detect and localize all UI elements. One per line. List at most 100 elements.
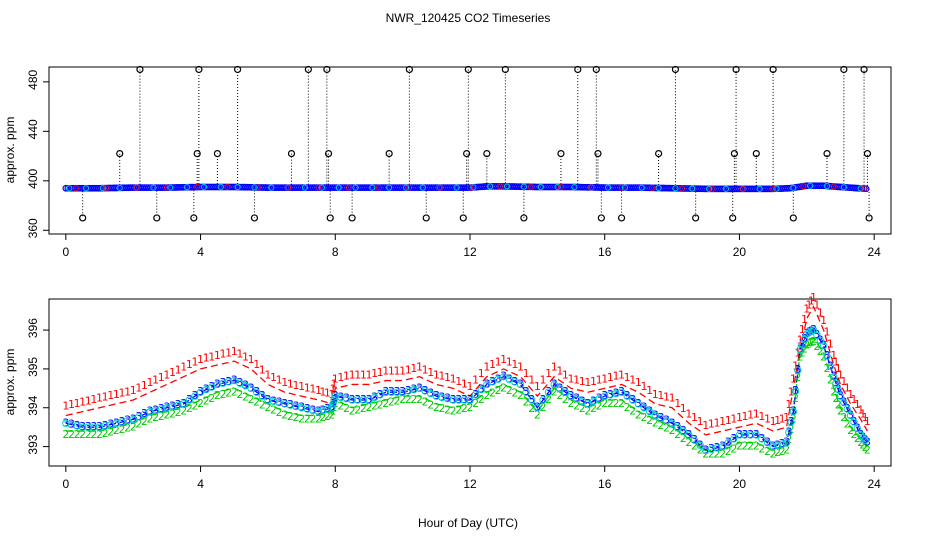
- series-3-point: 3: [562, 385, 569, 398]
- series-2-point: 2: [742, 440, 749, 453]
- series-o-point: [809, 326, 818, 334]
- top-plot-axes: 0 4 8 12 16 20 24 360 400 440 480: [26, 70, 881, 259]
- bottom-y-tick-label: 395: [26, 357, 40, 377]
- series-1-point: 1: [186, 358, 193, 371]
- top-y-tick-label: 440: [26, 119, 40, 139]
- baseline-point-alt: [554, 183, 561, 191]
- series-3-point: 3: [107, 418, 114, 431]
- series-2-point: 2: [770, 447, 777, 460]
- series-1-point: 1: [337, 371, 344, 384]
- series-1-point: 1: [253, 358, 260, 371]
- series-3-point: 3: [857, 428, 864, 441]
- series-o-point: [634, 400, 643, 408]
- series-2-point: 2: [220, 388, 227, 401]
- series-1-point: 1: [573, 374, 580, 387]
- series-3-point: 3: [472, 388, 479, 401]
- series-3-point: 3: [797, 342, 804, 355]
- series-2-point: 2: [797, 350, 804, 363]
- outlier-point: [617, 214, 626, 222]
- series-o-point: [443, 394, 452, 403]
- series-2-point: 2: [663, 422, 670, 435]
- series-o-point: [224, 378, 233, 386]
- series-2-point: 2: [730, 442, 737, 455]
- series-1-point: 1: [225, 346, 232, 359]
- series-1-point: 1: [135, 381, 142, 394]
- series-2-point: 2: [691, 440, 698, 453]
- baseline-point-red: [224, 183, 231, 190]
- series-3-point: 3: [332, 389, 339, 402]
- bottom-x-tick-label: 8: [332, 477, 339, 491]
- baseline-point-alt: [520, 183, 527, 190]
- series-2-point: 2: [405, 393, 412, 406]
- series-o-point: [101, 422, 109, 430]
- series-3-point: 3: [197, 385, 204, 398]
- outlier-point: [789, 214, 797, 222]
- baseline-point-red: [527, 183, 534, 190]
- outlier-point: [422, 214, 430, 222]
- series-1-point: 1: [847, 388, 854, 401]
- series-3-point: 3: [163, 401, 170, 414]
- baseline-point-red: [618, 184, 625, 191]
- series-o-point: [331, 392, 339, 400]
- series-3-point: 3: [276, 396, 283, 409]
- series-1-point: 1: [790, 372, 797, 385]
- baseline-point-alt: [503, 183, 511, 190]
- series-1-point: 1: [840, 375, 847, 388]
- series-o-point: [303, 405, 311, 413]
- series-o-point: [730, 435, 738, 443]
- series-2-point: 2: [85, 428, 92, 441]
- series-o-point: [84, 423, 92, 431]
- series-2-point: 2: [624, 401, 631, 414]
- outlier-point: [463, 149, 471, 158]
- series-1-point: 1: [794, 346, 801, 359]
- series-3-point: 3: [433, 389, 440, 402]
- series-o-point: [782, 438, 791, 447]
- series-1-point: 1: [725, 414, 732, 427]
- baseline-point-red: [800, 183, 807, 190]
- series-2-point: 2: [68, 428, 75, 441]
- series-2-point: 2: [500, 381, 507, 394]
- series-2-point: 2: [612, 397, 619, 410]
- series-1-point: 1: [382, 365, 389, 378]
- series-2-point: 2: [635, 409, 642, 422]
- series-o-point: [393, 388, 401, 396]
- series-o-point: [471, 391, 480, 399]
- series-1-point: 1: [444, 371, 451, 384]
- series-o-point: [673, 423, 682, 431]
- outlier-point: [464, 65, 472, 74]
- series-o-point: [323, 405, 332, 413]
- baseline-point-alt: [352, 184, 359, 191]
- series-2-point: 2: [248, 393, 255, 406]
- series-2-point: 2: [382, 397, 389, 410]
- outlier-point: [193, 149, 201, 158]
- series-1-point: 1: [96, 392, 103, 405]
- baseline-point-alt: [857, 185, 864, 192]
- series-2-point: 2: [511, 387, 518, 400]
- series-3-point: 3: [208, 380, 215, 393]
- series-1-point: 1: [259, 363, 266, 376]
- series-1-point: 1: [713, 416, 720, 429]
- series-2-point: 2: [208, 392, 215, 405]
- baseline-point-alt: [82, 185, 90, 192]
- baseline-point-alt: [689, 185, 696, 192]
- series-2-point: 2: [824, 362, 831, 375]
- series-1-point: 1: [399, 365, 406, 378]
- series-o-point: [410, 385, 418, 394]
- series-1-point: 1: [601, 372, 608, 385]
- outlier-point: [483, 149, 491, 158]
- series-2-point: 2: [832, 392, 839, 405]
- series-3-point: 3: [118, 415, 125, 428]
- series-o-point: [834, 385, 842, 394]
- series-o-point: [107, 420, 115, 429]
- baseline-point-alt: [167, 184, 174, 191]
- series-3-point: 3: [770, 440, 777, 453]
- series-o-point: [78, 423, 87, 431]
- series-2-point: 2: [416, 393, 423, 406]
- outlier-point: [116, 149, 124, 158]
- series-1-point: 1: [534, 380, 541, 393]
- series-2-point: 2: [753, 440, 760, 453]
- series-3-point: 3: [551, 377, 558, 390]
- series-1-point: 1: [141, 379, 148, 392]
- series-2-point: 2: [349, 405, 356, 418]
- series-o-point: [856, 431, 865, 439]
